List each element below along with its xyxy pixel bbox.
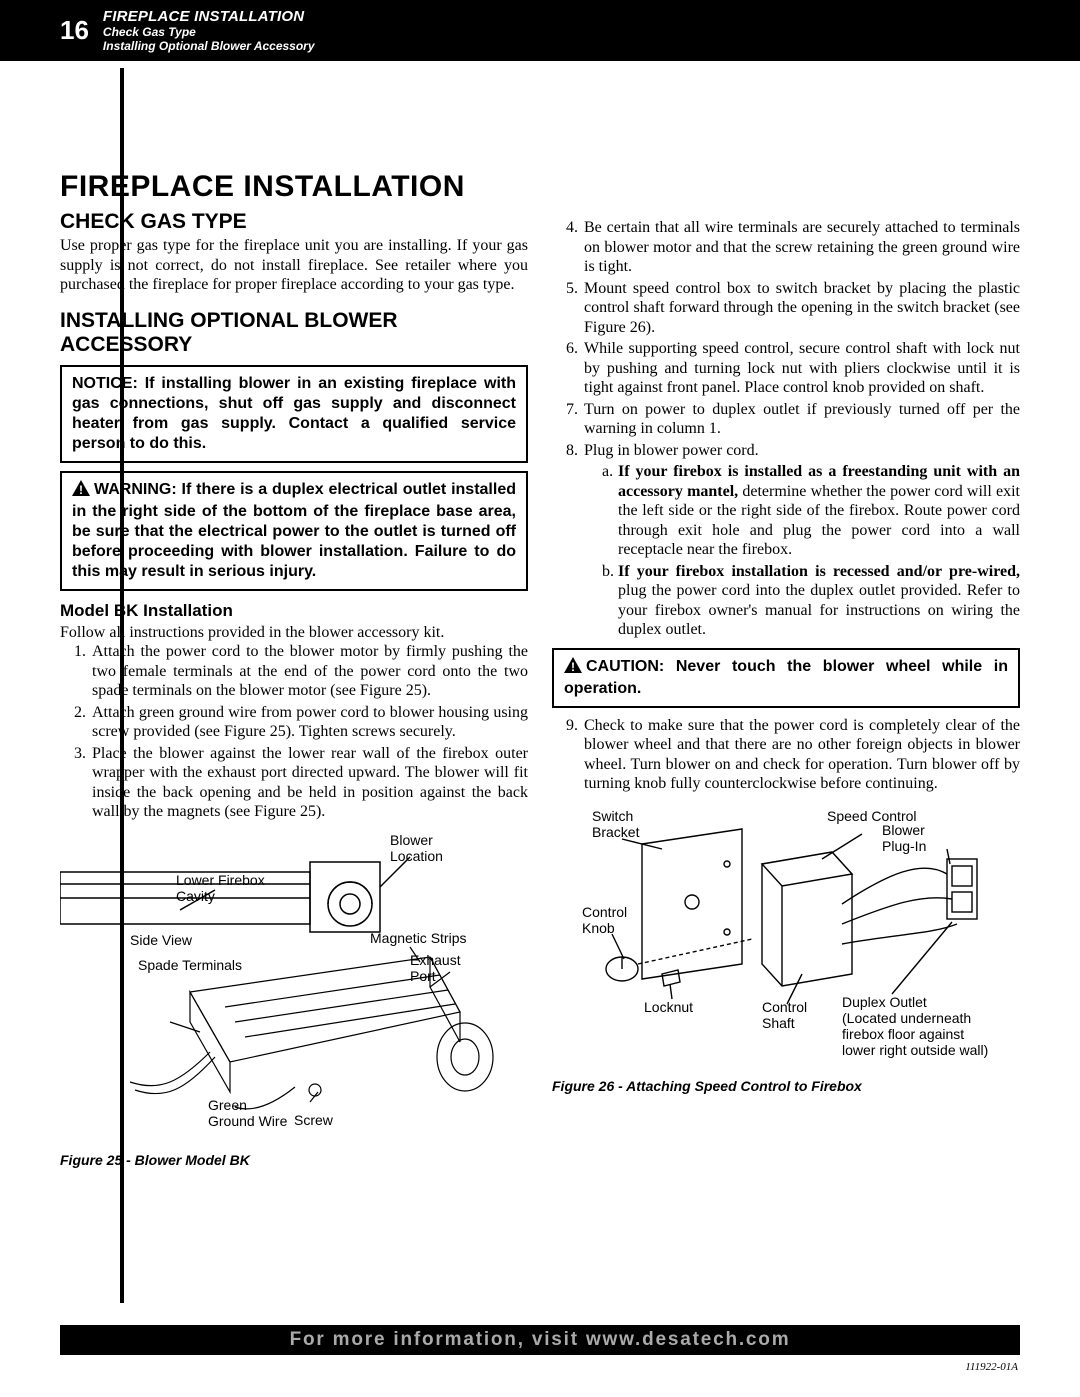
step-item: While supporting speed control, secure c… — [582, 339, 1020, 398]
fig26-label-locknut: Locknut — [644, 999, 693, 1015]
figure-26-caption: Figure 26 - Attaching Speed Control to F… — [552, 1078, 862, 1094]
fig26-label-plugin: Blower Plug-In — [882, 822, 926, 854]
heading-model-bk: Model BK Installation — [60, 601, 528, 621]
content: FIREPLACE INSTALLATION CHECK GAS TYPE Us… — [60, 170, 1020, 1172]
caution-icon: ! — [564, 657, 582, 679]
fig25-label-blower-loc: Blower Location — [390, 832, 443, 864]
column-right: Be certain that all wire terminals are s… — [552, 170, 1020, 1172]
svg-text:!: ! — [571, 660, 575, 673]
fig25-label-green: Green Ground Wire — [208, 1097, 287, 1129]
warning-icon: ! — [72, 480, 90, 502]
steps-right-a: Be certain that all wire terminals are s… — [552, 218, 1020, 640]
fig26-label-shaft: Control Shaft — [762, 999, 807, 1031]
fig25-label-magnetic: Magnetic Strips — [370, 930, 466, 946]
model-bk-intro: Follow all instructions provided in the … — [60, 623, 528, 643]
page-title: FIREPLACE INSTALLATION — [60, 170, 528, 204]
footer-bar: For more information, visit www.desatech… — [60, 1325, 1020, 1355]
fig25-label-exhaust: Exhaust Port — [410, 952, 461, 984]
header-bar: 16 FIREPLACE INSTALLATION Check Gas Type… — [0, 0, 1080, 61]
heading-blower: INSTALLING OPTIONAL BLOWER ACCESSORY — [60, 309, 528, 357]
warning-box: ! WARNING: If there is a duplex electric… — [60, 471, 528, 591]
header-sub1: Check Gas Type — [103, 25, 315, 39]
step-item: Turn on power to duplex outlet if previo… — [582, 400, 1020, 439]
step-item: Attach the power cord to the blower moto… — [90, 642, 528, 701]
step-item: Be certain that all wire terminals are s… — [582, 218, 1020, 277]
step-item: Place the blower against the lower rear … — [90, 744, 528, 822]
figure-25-caption: Figure 25 - Blower Model BK — [60, 1152, 250, 1168]
fig26-label-knob: Control Knob — [582, 904, 627, 936]
step8-text: Plug in blower power cord. — [584, 442, 759, 459]
header-section: FIREPLACE INSTALLATION — [103, 8, 315, 25]
fig25-label-side-view: Side View — [130, 932, 192, 948]
svg-text:!: ! — [79, 483, 83, 496]
sub-a: If your firebox is installed as a freest… — [618, 462, 1020, 560]
steps-left: Attach the power cord to the blower moto… — [60, 642, 528, 822]
figure-26: Switch Bracket Speed Control Blower Plug… — [552, 804, 1020, 1094]
caution-text: CAUTION: Never touch the blower wheel wh… — [564, 658, 1008, 697]
step-item: Attach green ground wire from power cord… — [90, 703, 528, 742]
doc-id: 111922-01A — [965, 1361, 1018, 1373]
step8-sublist: a. If your firebox is installed as a fre… — [584, 462, 1020, 640]
step-item: Plug in blower power cord. a. If your fi… — [582, 441, 1020, 640]
header-titles: FIREPLACE INSTALLATION Check Gas Type In… — [103, 8, 315, 53]
fig25-label-spade: Spade Terminals — [138, 957, 242, 973]
check-gas-body: Use proper gas type for the fireplace un… — [60, 236, 528, 295]
figure-25: Blower Location Lower Firebox Cavity Sid… — [60, 832, 528, 1172]
sub-label-b: b. — [602, 562, 618, 640]
heading-check-gas: CHECK GAS TYPE — [60, 210, 528, 234]
column-left: FIREPLACE INSTALLATION CHECK GAS TYPE Us… — [60, 170, 528, 1172]
sub-b: If your firebox installation is recessed… — [618, 562, 1020, 640]
step-item: Mount speed control box to switch bracke… — [582, 279, 1020, 338]
header-sub2: Installing Optional Blower Accessory — [103, 39, 315, 53]
fig26-label-duplex: Duplex Outlet (Located underneath firebo… — [842, 994, 988, 1058]
fig25-label-screw: Screw — [294, 1112, 333, 1128]
notice-box: NOTICE: If installing blower in an exist… — [60, 365, 528, 463]
caution-box: ! CAUTION: Never touch the blower wheel … — [552, 648, 1020, 708]
fig26-label-switch: Switch Bracket — [592, 808, 639, 840]
warning-text: WARNING: If there is a duplex electrical… — [72, 481, 516, 580]
page-number: 16 — [60, 15, 89, 46]
sub-label-a: a. — [602, 462, 618, 560]
fig25-label-lower-cav: Lower Firebox Cavity — [176, 872, 265, 904]
step-item: Check to make sure that the power cord i… — [582, 716, 1020, 794]
steps-right-b: Check to make sure that the power cord i… — [552, 716, 1020, 794]
